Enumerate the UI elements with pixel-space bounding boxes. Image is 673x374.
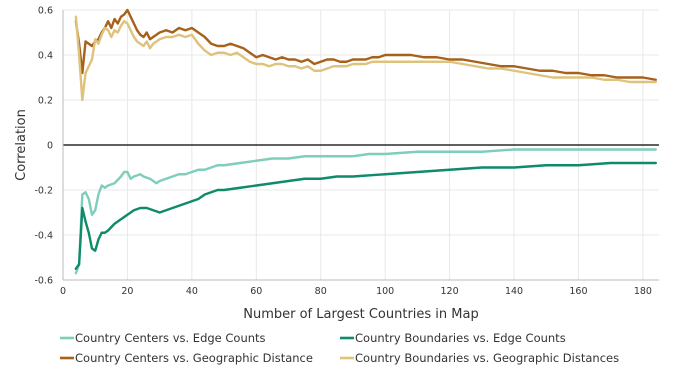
plot-area: 0 20 40 60 80 100 120 140 160 180 -0.6 -0.4 -0.2 0 0.2… bbox=[34, 6, 659, 298]
x-tick-label: 120 bbox=[441, 286, 459, 297]
y-tick-label: 0 bbox=[47, 141, 53, 152]
x-tick-label: 20 bbox=[121, 286, 133, 297]
x-tick-label: 140 bbox=[505, 286, 523, 297]
x-tick-label: 100 bbox=[376, 286, 394, 297]
legend-label: Country Centers vs. Edge Counts bbox=[75, 331, 266, 345]
y-axis-label: Correlation bbox=[14, 109, 29, 181]
x-tick-label: 160 bbox=[569, 286, 587, 297]
tick-labels: 0 20 40 60 80 100 120 140 160 180 -0.6 -0.4 -0.2 0 0.2… bbox=[34, 6, 652, 298]
series-line-1 bbox=[74, 148, 657, 275]
legend-item-4: Country Boundaries vs. Geographic Distan… bbox=[340, 351, 619, 365]
legend-item-2: Country Boundaries vs. Edge Counts bbox=[340, 331, 566, 345]
y-tick-label: -0.4 bbox=[34, 231, 53, 242]
y-tick-label: 0.4 bbox=[38, 51, 53, 62]
x-axis-label: Number of Largest Countries in Map bbox=[243, 307, 478, 322]
series-line-2 bbox=[74, 161, 657, 270]
y-tick-label: -0.6 bbox=[34, 276, 53, 287]
series-lines bbox=[74, 8, 657, 275]
x-tick-label: 0 bbox=[60, 286, 66, 297]
x-tick-label: 40 bbox=[186, 286, 198, 297]
legend-label: Country Centers vs. Geographic Distance bbox=[75, 351, 313, 365]
axes-frame bbox=[62, 10, 659, 281]
x-tick-label: 80 bbox=[315, 286, 327, 297]
y-tick-label: -0.2 bbox=[34, 186, 53, 197]
legend-item-1: Country Centers vs. Edge Counts bbox=[60, 331, 266, 345]
series-line-4 bbox=[74, 15, 657, 102]
legend: Country Centers vs. Edge Counts Country B… bbox=[60, 331, 619, 365]
x-tick-label: 180 bbox=[634, 286, 652, 297]
legend-label: Country Boundaries vs. Edge Counts bbox=[355, 331, 566, 345]
legend-item-3: Country Centers vs. Geographic Distance bbox=[60, 351, 313, 365]
legend-label: Country Boundaries vs. Geographic Distan… bbox=[355, 351, 619, 365]
y-tick-label: 0.6 bbox=[38, 6, 53, 17]
series-line-3 bbox=[74, 8, 657, 81]
x-tick-label: 60 bbox=[250, 286, 262, 297]
y-tick-label: 0.2 bbox=[38, 96, 53, 107]
